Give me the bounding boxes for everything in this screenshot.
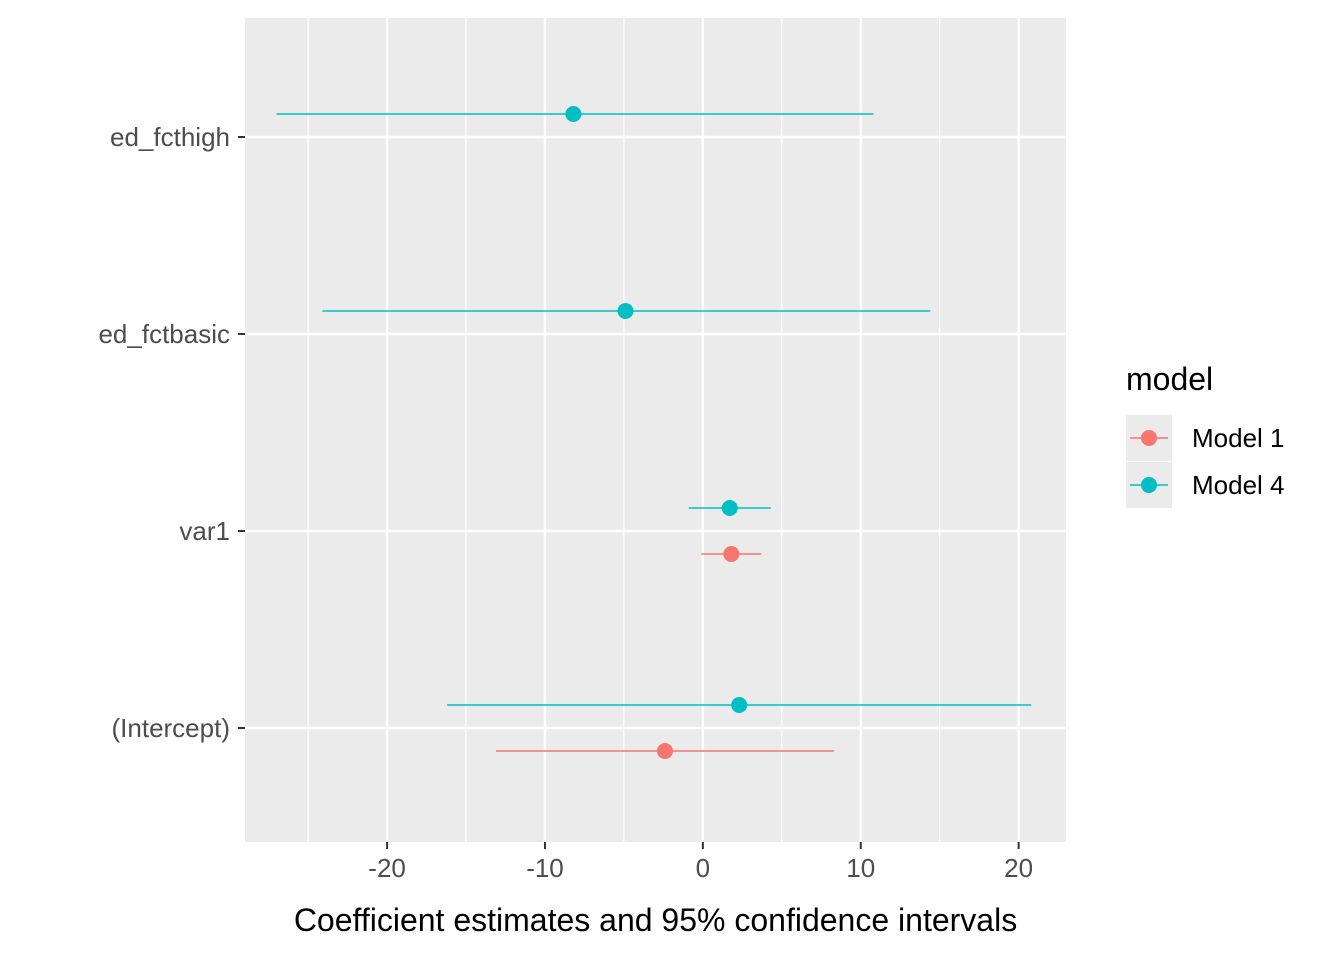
panel-background (245, 18, 1066, 842)
legend-label: Model 4 (1192, 470, 1285, 500)
legend-title: model (1126, 361, 1213, 397)
x-axis: -20 -10 0 10 20 (368, 842, 1033, 883)
y-tick-label: var1 (179, 516, 230, 546)
estimate-point (721, 500, 738, 516)
legend-key-point (1141, 430, 1157, 446)
y-tick-label: ed_fctbasic (98, 319, 230, 349)
legend-label: Model 1 (1192, 423, 1285, 453)
x-tick-label: -10 (526, 853, 564, 883)
y-tick-label: (Intercept) (112, 713, 231, 743)
estimate-point (731, 697, 748, 713)
legend: model Model 1 Model 4 (1126, 361, 1285, 508)
estimate-point (723, 546, 740, 562)
x-tick-label: 20 (1004, 853, 1033, 883)
legend-key-point (1141, 477, 1157, 493)
x-tick-label: 10 (846, 853, 875, 883)
estimate-point (656, 743, 673, 759)
x-axis-title: Coefficient estimates and 95% confidence… (294, 902, 1017, 938)
x-tick-label: -20 (368, 853, 406, 883)
chart-marks (276, 106, 1032, 759)
y-tick-label: ed_fcthigh (110, 122, 230, 152)
y-axis: (Intercept) var1 ed_fctbasic ed_fcthigh (98, 122, 245, 743)
x-tick-label: 0 (696, 853, 710, 883)
estimate-point (565, 106, 582, 122)
estimate-point (617, 303, 634, 319)
